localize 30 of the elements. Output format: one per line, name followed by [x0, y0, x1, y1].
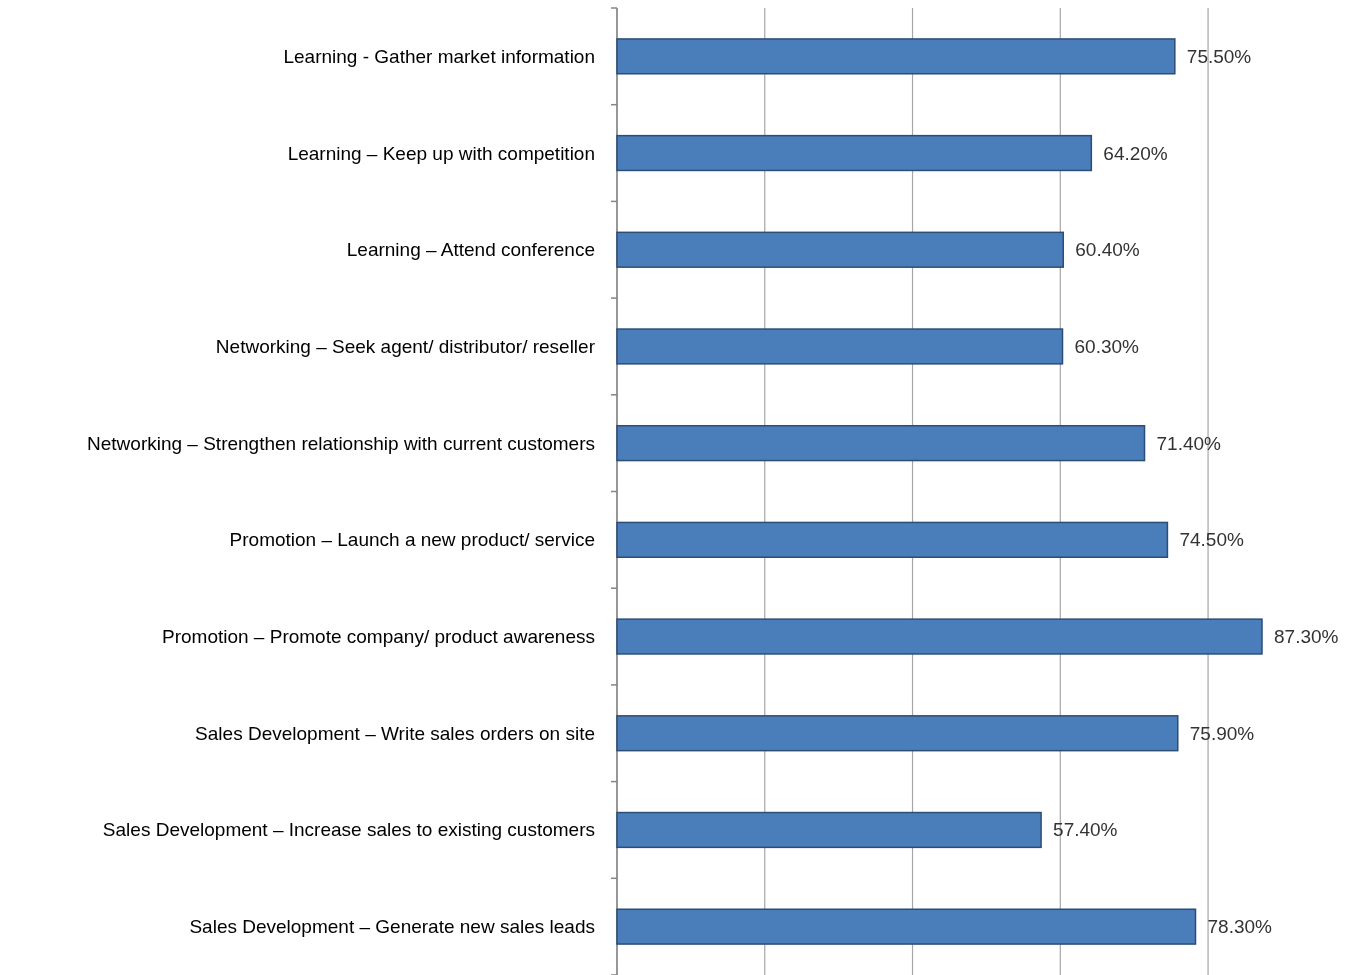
y-tick-label: Promotion – Launch a new product/ service — [229, 529, 595, 551]
y-tick-label: Sales Development – Generate new sales leads — [189, 916, 595, 938]
data-label: 75.90% — [1189, 722, 1255, 744]
bar — [616, 424, 1146, 462]
data-label: 71.40% — [1156, 432, 1222, 454]
y-tick-label: Learning – Attend conference — [346, 239, 595, 261]
y-tick-label: Learning - Gather market information — [283, 45, 595, 67]
bar — [616, 521, 1169, 559]
data-label: 64.20% — [1103, 142, 1168, 164]
bar — [616, 811, 1042, 849]
bar — [616, 38, 1176, 75]
y-tick-label: Networking – Seek agent/ distributor/ reseller — [215, 335, 596, 357]
bar — [616, 328, 1064, 365]
data-label: 74.50% — [1179, 529, 1244, 551]
data-label: 87.30% — [1274, 626, 1339, 648]
y-tick-label: Promotion – Promote company/ product awareness — [162, 626, 595, 648]
bar — [616, 618, 1263, 655]
bar — [616, 134, 1093, 172]
bar — [616, 715, 1179, 752]
data-label: 60.30% — [1074, 335, 1140, 357]
y-tick-label: Sales Development – Write sales orders on site — [195, 722, 595, 744]
y-tick-label: Learning – Keep up with competition — [287, 142, 595, 164]
bar — [616, 908, 1197, 945]
y-tick-label: Sales Development – Increase sales to existing customers — [102, 819, 595, 841]
y-tick-label: Networking – Strengthen relationship with current customers — [87, 432, 595, 454]
data-label: 75.50% — [1186, 45, 1252, 67]
data-label: 60.40% — [1075, 239, 1140, 261]
data-label: 57.40% — [1053, 819, 1118, 841]
data-label: 78.30% — [1207, 916, 1273, 938]
bar — [616, 231, 1064, 268]
